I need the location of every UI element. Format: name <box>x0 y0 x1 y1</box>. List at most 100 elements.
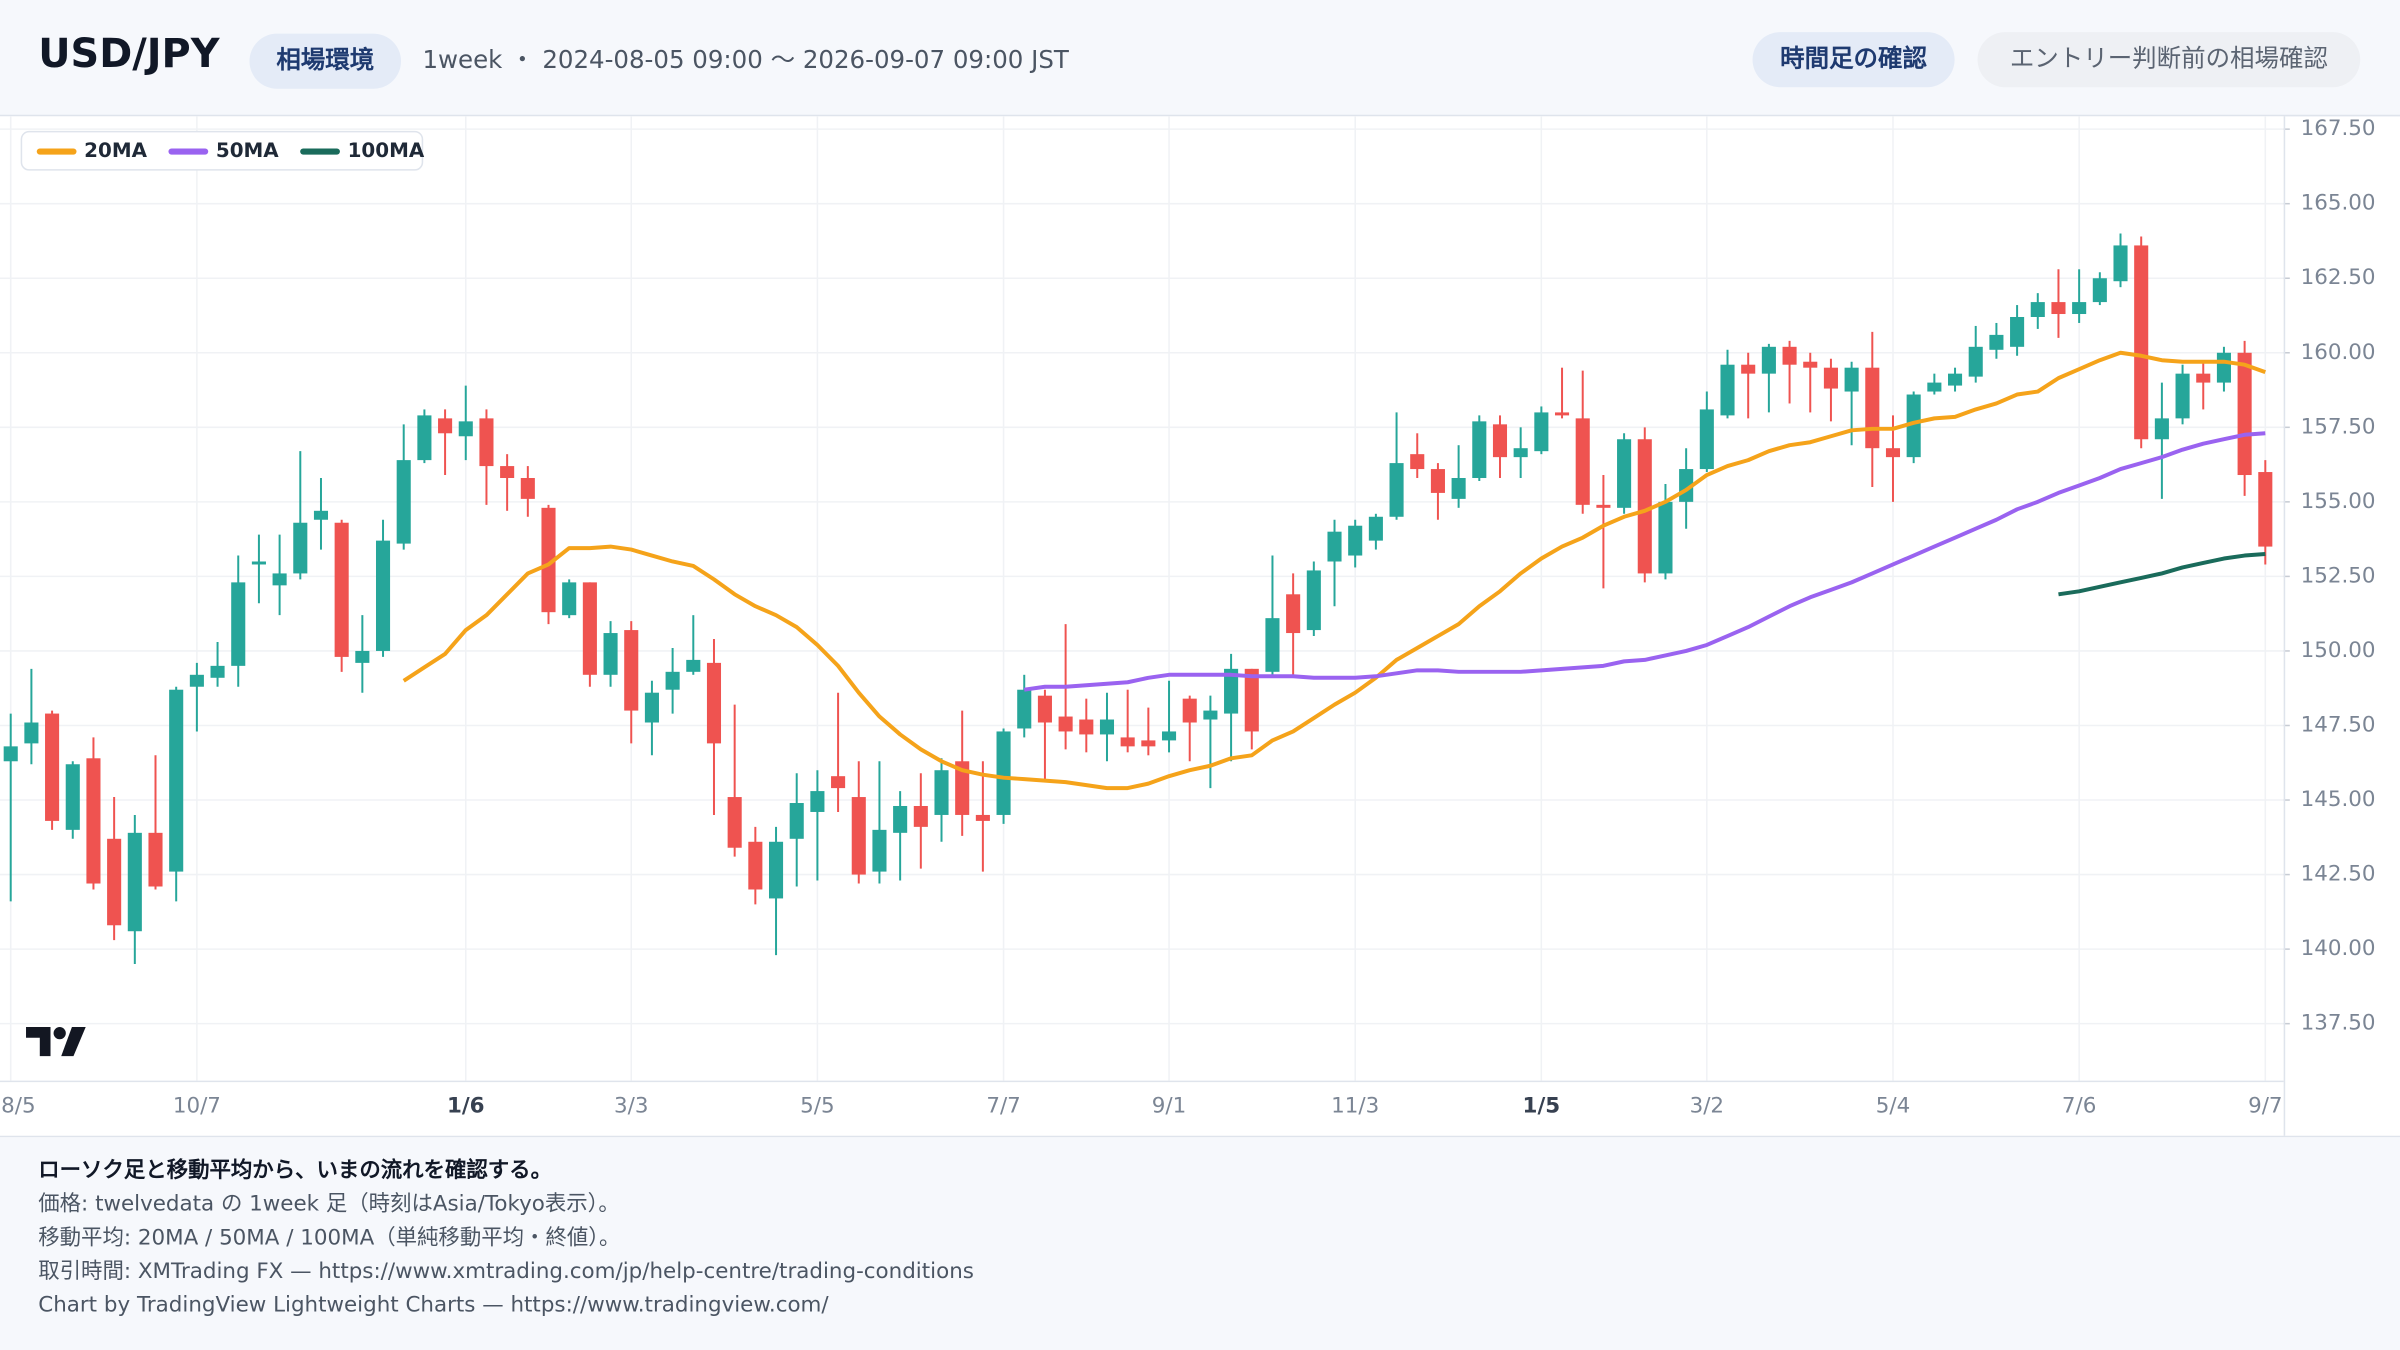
candle-body <box>2196 373 2211 383</box>
candle-body <box>1327 531 1342 562</box>
candle-body <box>1906 394 1921 458</box>
candle-body <box>65 764 80 830</box>
candle-body <box>1720 364 1735 416</box>
candle-body <box>2175 373 2190 419</box>
candle-body <box>582 582 597 675</box>
x-tick-label: 1/6 <box>447 1094 485 1119</box>
candle-body <box>2072 302 2087 315</box>
candle-body <box>1120 737 1135 747</box>
candle-body <box>831 776 846 789</box>
x-tick-label: 10/7 <box>173 1094 221 1119</box>
y-tick-label: 142.50 <box>2301 862 2376 887</box>
subtitle: 1week ・ 2024-08-05 09:00 〜 2026-09-07 09… <box>422 45 1069 74</box>
x-tick-label: 5/4 <box>1876 1094 1910 1119</box>
candle-body <box>313 510 329 520</box>
plot: 137.50 140.00 142.50 145.00 147.50 150.00 152.… <box>0 116 2376 1136</box>
candle-body <box>1058 716 1073 732</box>
candle-body <box>955 761 970 815</box>
candle-body <box>45 713 60 821</box>
candle-body <box>2154 418 2169 440</box>
button-bg[interactable] <box>1752 32 1955 88</box>
candle-body <box>1534 412 1549 452</box>
candle-body <box>1286 594 1301 634</box>
candle-body <box>851 797 866 875</box>
candle-body <box>934 770 949 815</box>
candle-body <box>872 829 887 872</box>
candle-body <box>1575 418 1590 505</box>
candle-body <box>975 814 990 821</box>
y-tick-label: 145.00 <box>2301 787 2376 812</box>
x-tick-label: 3/3 <box>614 1094 648 1119</box>
candle-body <box>1513 448 1528 458</box>
candle-body <box>1182 698 1197 723</box>
candle-body <box>768 841 784 899</box>
candle-body <box>1803 361 1818 368</box>
legend-box <box>20 130 424 171</box>
candle-body <box>396 460 411 544</box>
x-tick-label: 5/5 <box>800 1094 834 1119</box>
y-tick-label: 147.50 <box>2301 712 2376 737</box>
x-tick-label: 7/6 <box>2062 1094 2096 1119</box>
candle-body <box>727 797 742 848</box>
footer-line: 価格: twelvedata の 1week 足（時刻はAsia/Tokyo表示… <box>38 1192 620 1217</box>
candle-body <box>1099 719 1115 735</box>
candle-body <box>665 671 680 690</box>
candle-body <box>1989 334 2004 350</box>
candle-body <box>2113 245 2128 282</box>
candle-body <box>1637 439 1652 574</box>
y-tick-label: 155.00 <box>2301 489 2376 514</box>
candle-body <box>1596 504 1611 508</box>
button[interactable]: エントリー判断前の相場確認 <box>2010 44 2328 73</box>
candle-body <box>231 582 246 666</box>
tag: 相場環境 <box>276 45 374 74</box>
button[interactable]: 時間足の確認 <box>1780 44 1927 73</box>
candle-body <box>1617 439 1632 508</box>
candle-body <box>2216 352 2231 383</box>
y-tick-label: 162.50 <box>2301 265 2376 290</box>
candle-body <box>893 805 908 833</box>
candle-body <box>1865 367 1880 449</box>
ma-line <box>402 350 2266 791</box>
candle-body <box>1265 618 1280 672</box>
x-tick-label: 3/2 <box>1690 1094 1724 1119</box>
candle-body <box>1079 719 1094 735</box>
candle-body <box>748 841 763 890</box>
tag-pill <box>249 33 402 89</box>
candle-body <box>520 478 535 499</box>
candle-body <box>562 582 577 616</box>
y-tick-label: 140.00 <box>2301 936 2376 961</box>
ma-line <box>2058 552 2266 597</box>
candle-body <box>1389 463 1404 517</box>
candle-body <box>1761 346 1776 374</box>
candle-body <box>2258 472 2273 547</box>
candle-body <box>1161 731 1177 741</box>
x-tick-label: 7/7 <box>986 1094 1020 1119</box>
legend-label: 100MA <box>348 139 425 162</box>
legend-label: 20MA <box>84 139 147 162</box>
candle-body <box>2010 316 2025 347</box>
candle-body <box>86 758 101 884</box>
x-tick-label: 9/7 <box>2248 1094 2282 1119</box>
legend: 20MA 50MA 100MA <box>20 130 425 171</box>
candle-body <box>624 630 639 711</box>
candle-body <box>1885 448 1901 458</box>
candle-body <box>1451 478 1466 499</box>
x-tick-label: 9/1 <box>1152 1094 1186 1119</box>
legend-label: 50MA <box>216 139 279 162</box>
y-tick-label: 165.00 <box>2301 191 2376 216</box>
candle-body <box>458 421 473 437</box>
candle-body <box>996 731 1011 815</box>
ma-line <box>1023 431 2266 692</box>
candle-body <box>644 692 659 723</box>
candle-body <box>148 832 163 887</box>
candle-body <box>810 791 825 812</box>
candle-body <box>2134 245 2149 440</box>
candle-body <box>1823 367 1838 389</box>
footer-line: 取引時間: XMTrading FX — https://www.xmtradi… <box>38 1259 974 1284</box>
candle-body <box>1554 412 1570 416</box>
candle-body <box>1658 501 1673 574</box>
candle-body <box>2237 352 2252 476</box>
button-bg[interactable] <box>1977 32 2361 88</box>
candle-body <box>355 650 370 663</box>
